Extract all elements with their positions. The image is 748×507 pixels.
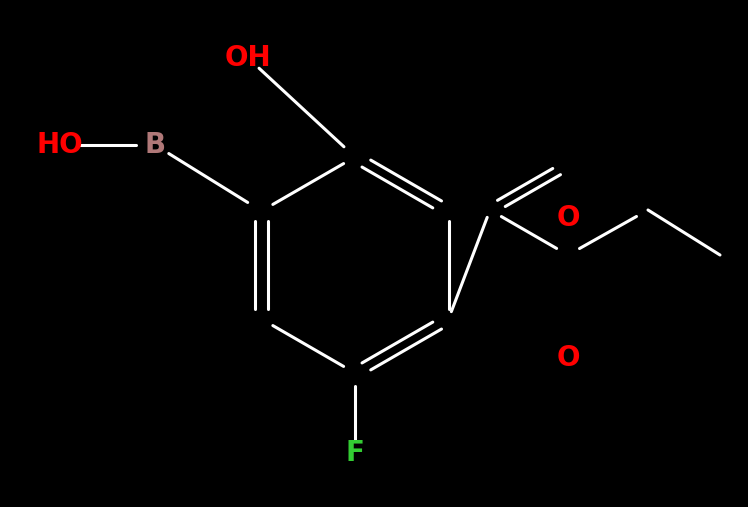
Text: HO: HO — [37, 131, 83, 159]
Text: OH: OH — [224, 44, 272, 72]
Text: B: B — [144, 131, 165, 159]
Text: O: O — [557, 344, 580, 372]
Text: O: O — [557, 204, 580, 232]
Text: F: F — [346, 439, 364, 467]
